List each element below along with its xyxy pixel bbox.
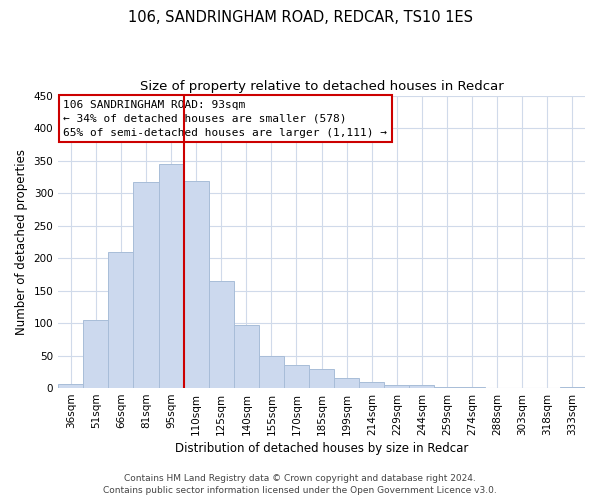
- Bar: [109, 252, 133, 388]
- Bar: [158, 164, 184, 388]
- Y-axis label: Number of detached properties: Number of detached properties: [15, 149, 28, 335]
- Bar: [58, 384, 83, 388]
- Bar: [309, 369, 334, 388]
- Bar: [133, 182, 158, 388]
- Bar: [284, 364, 309, 388]
- Text: Contains HM Land Registry data © Crown copyright and database right 2024.
Contai: Contains HM Land Registry data © Crown c…: [103, 474, 497, 495]
- Bar: [234, 325, 259, 388]
- Title: Size of property relative to detached houses in Redcar: Size of property relative to detached ho…: [140, 80, 503, 93]
- Bar: [209, 281, 234, 388]
- Bar: [359, 382, 385, 388]
- Bar: [184, 182, 209, 388]
- Bar: [409, 386, 434, 388]
- Bar: [334, 378, 359, 388]
- X-axis label: Distribution of detached houses by size in Redcar: Distribution of detached houses by size …: [175, 442, 468, 455]
- Bar: [385, 385, 409, 388]
- Bar: [83, 320, 109, 388]
- Text: 106 SANDRINGHAM ROAD: 93sqm
← 34% of detached houses are smaller (578)
65% of se: 106 SANDRINGHAM ROAD: 93sqm ← 34% of det…: [64, 100, 388, 138]
- Bar: [259, 356, 284, 388]
- Text: 106, SANDRINGHAM ROAD, REDCAR, TS10 1ES: 106, SANDRINGHAM ROAD, REDCAR, TS10 1ES: [128, 10, 473, 25]
